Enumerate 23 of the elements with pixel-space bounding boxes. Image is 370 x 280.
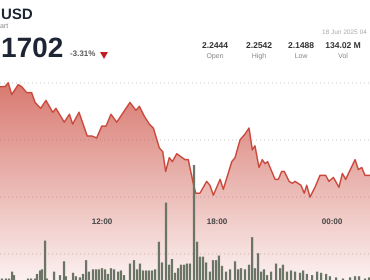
chart-title: USD — [1, 6, 33, 23]
bar — [100, 268, 104, 280]
text: 1702 — [1, 32, 64, 63]
bar — [110, 268, 112, 280]
bar — [278, 268, 282, 280]
bar — [354, 276, 356, 280]
x-tick-label: 18:00 — [206, 217, 228, 226]
text: 134.02 M — [325, 40, 361, 50]
bar — [368, 277, 370, 280]
x-tick-label: 12:00 — [92, 217, 113, 226]
bar — [182, 264, 186, 280]
text: 2.1488 — [288, 40, 314, 50]
bar — [358, 276, 360, 280]
bar — [282, 264, 284, 280]
x-tick-label: 00:00 — [322, 217, 343, 226]
text: -3.31% — [70, 49, 96, 58]
bar — [328, 276, 332, 280]
bar — [176, 268, 180, 280]
bar — [180, 264, 182, 280]
bar — [74, 276, 78, 280]
text: 2.2444 — [202, 40, 228, 50]
text: 2.2542 — [246, 40, 272, 50]
bar — [240, 268, 242, 280]
